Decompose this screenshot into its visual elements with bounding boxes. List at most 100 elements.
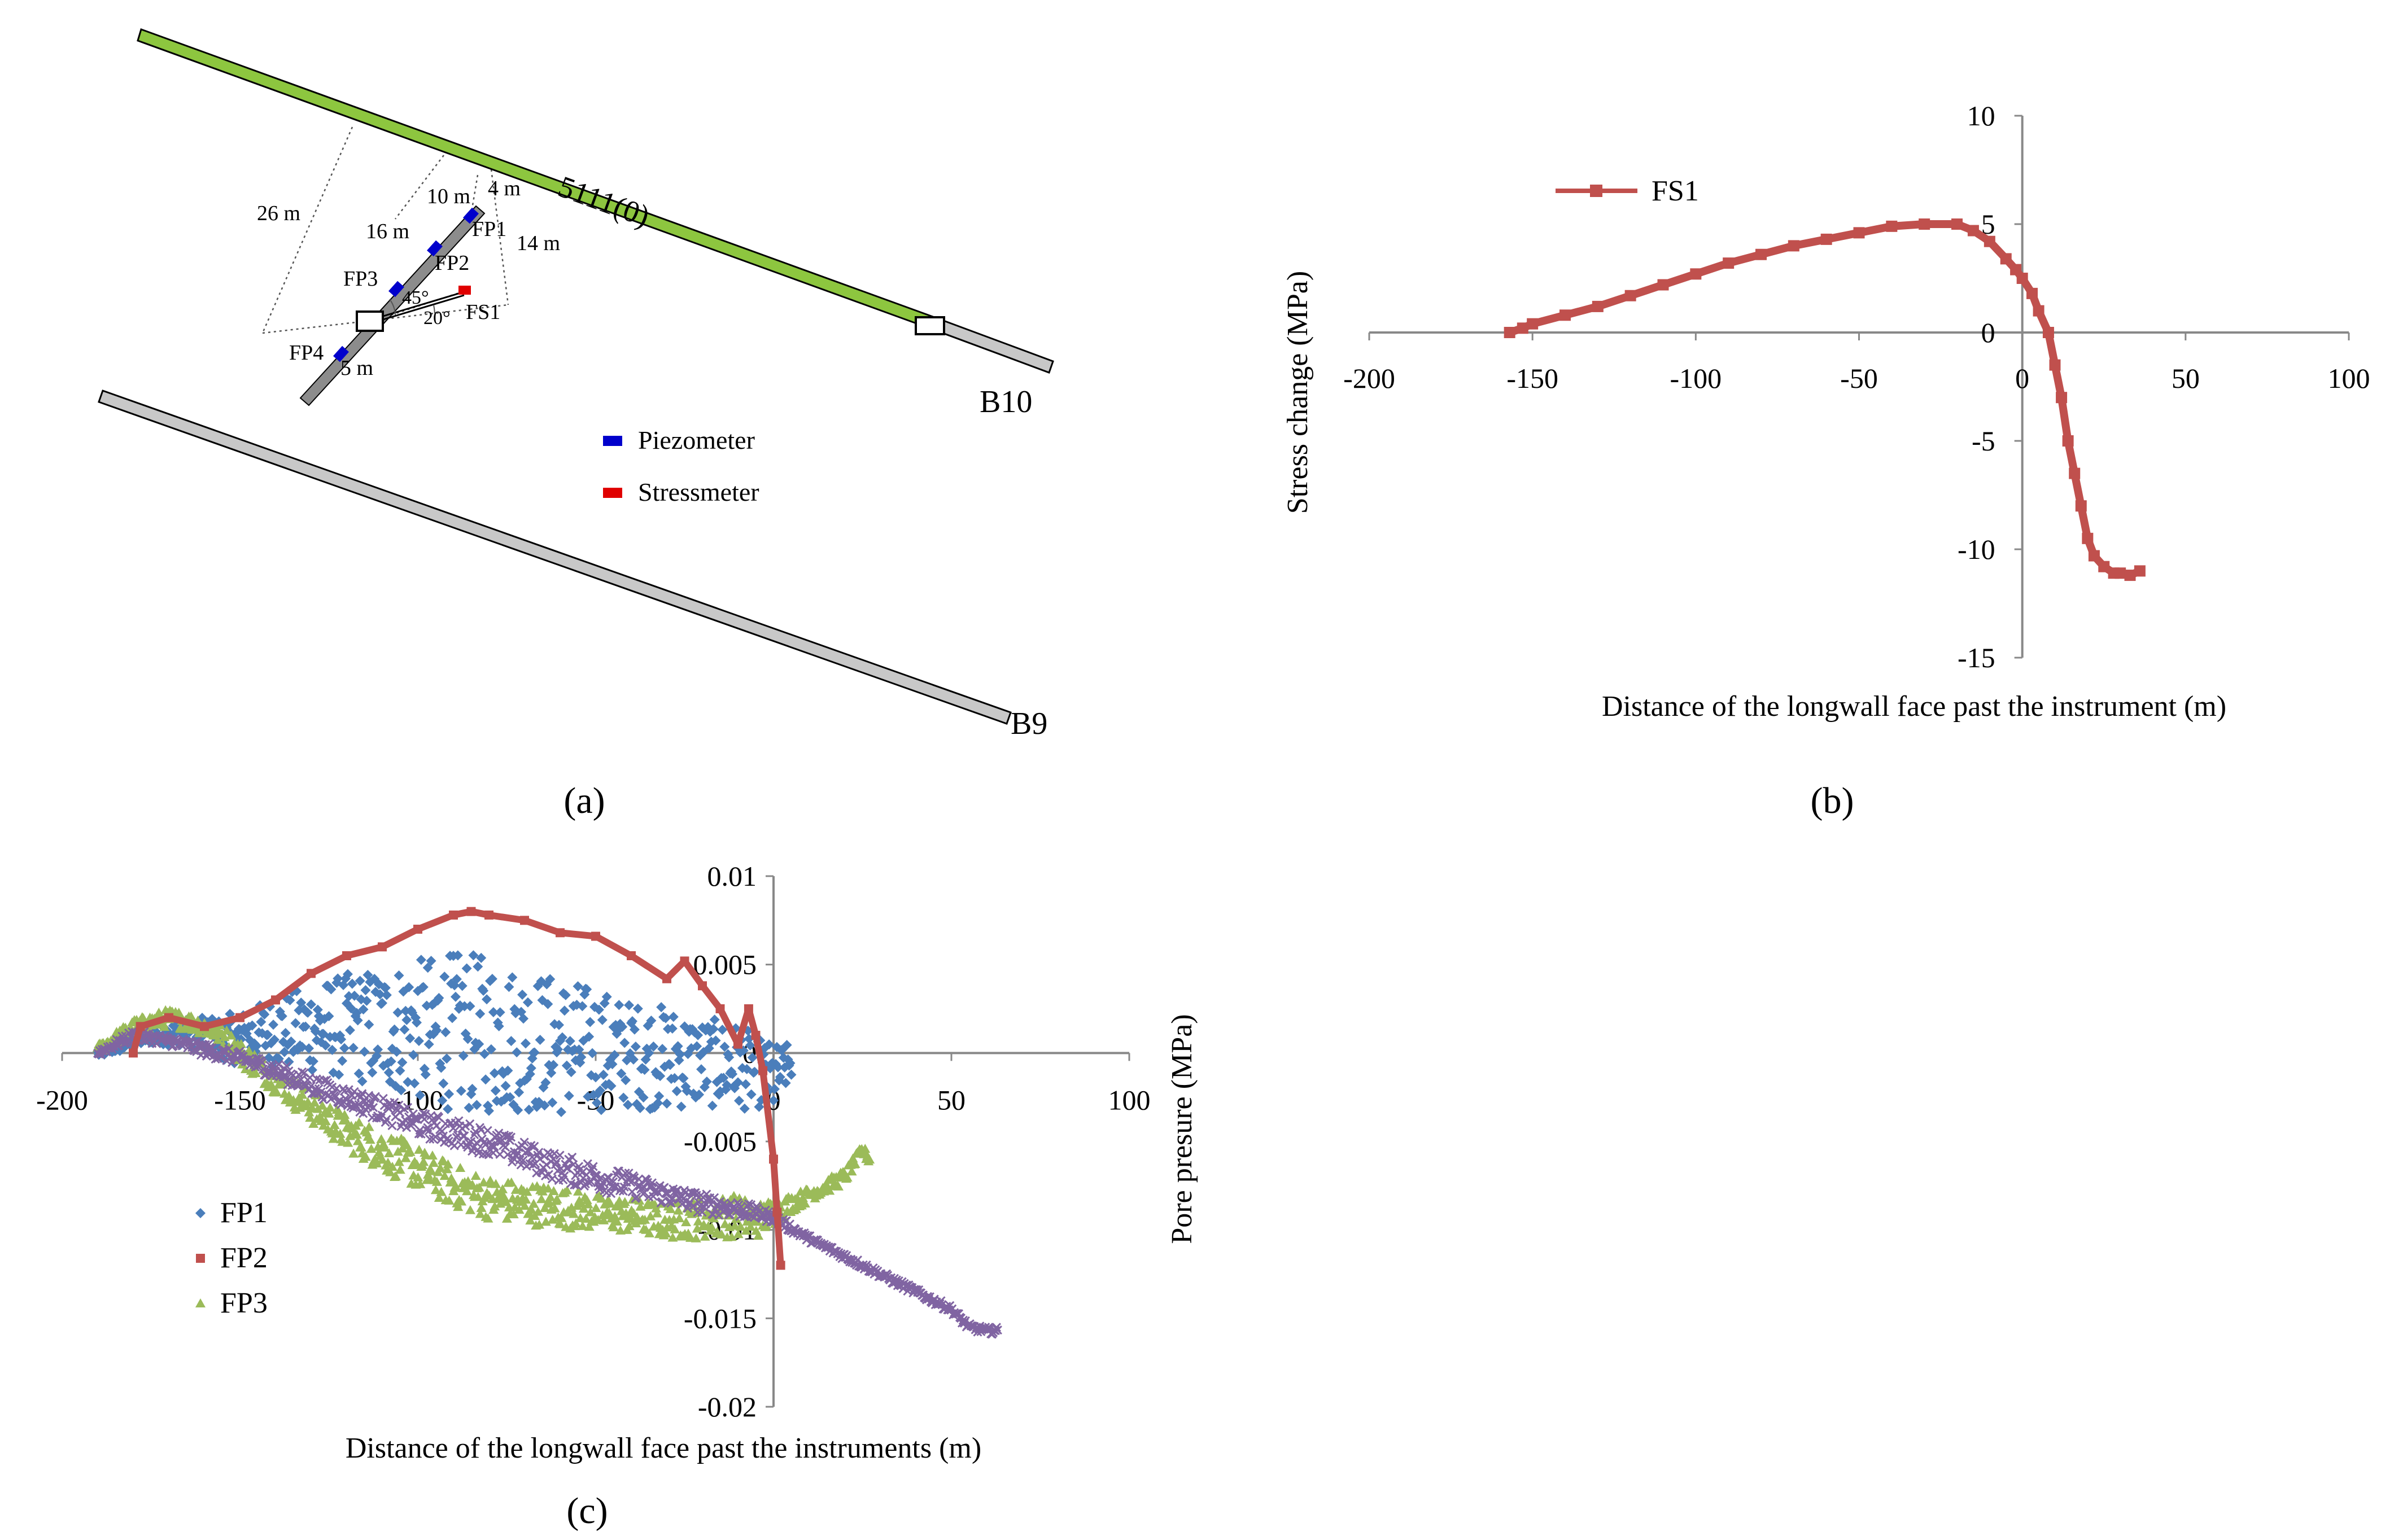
series-fp2-marker xyxy=(758,1066,768,1075)
series-fp3-marker xyxy=(674,1213,685,1223)
series-fp3-marker xyxy=(427,1150,438,1160)
series-fp2-marker xyxy=(271,995,280,1005)
series-fs1-marker xyxy=(1517,322,1528,334)
series-fp2-marker xyxy=(627,951,636,960)
series-fp4-marker xyxy=(530,1141,539,1151)
series-fp3-marker xyxy=(430,1185,441,1195)
series-fp4-marker xyxy=(448,1123,458,1133)
series-fp1-marker xyxy=(710,1035,721,1046)
series-fp1-marker xyxy=(786,1069,797,1080)
series-fp4-marker xyxy=(569,1160,578,1170)
series-fp3-marker xyxy=(328,1134,339,1143)
series-fp1-marker xyxy=(667,1023,678,1034)
seam-label: 5111(0) xyxy=(554,169,654,233)
series-fp1-marker xyxy=(373,1044,383,1055)
series-fp3-marker xyxy=(745,1222,756,1231)
series-fp3-marker xyxy=(352,1136,363,1145)
series-fp1-marker xyxy=(269,1034,280,1045)
legend-fs1-label: FS1 xyxy=(1652,175,1699,207)
series-fp1-marker xyxy=(436,1062,447,1073)
series-fp1-marker xyxy=(386,1056,396,1067)
series-fp1-marker xyxy=(709,1014,720,1025)
series-fp1-marker xyxy=(749,1066,760,1077)
series-fp1-marker xyxy=(484,1105,494,1116)
series-fp1-marker xyxy=(662,1098,672,1109)
series-fp2-marker xyxy=(307,969,316,978)
series-fp1-marker xyxy=(565,1036,575,1047)
series-fp1-marker xyxy=(431,1025,442,1036)
series-fp4-marker xyxy=(483,1126,492,1135)
angle-label-45: 45° xyxy=(402,287,429,308)
series-fp3-marker xyxy=(351,1130,362,1139)
series-fp1-marker xyxy=(669,1073,680,1083)
series-fp1-marker xyxy=(359,1047,370,1057)
series-fp1-marker xyxy=(391,1047,402,1057)
series-fp2-marker xyxy=(715,1004,725,1013)
series-fp3-marker xyxy=(401,1140,412,1149)
series-fp1-marker xyxy=(596,1105,606,1115)
legend-stressmeter-label: Stressmeter xyxy=(638,478,759,506)
series-fp3-marker xyxy=(353,1117,364,1127)
series-fp1-marker xyxy=(442,1053,452,1064)
x-tick-label: 100 xyxy=(1108,1084,1151,1115)
series-fp1-marker xyxy=(574,1044,584,1055)
series-fp4-marker xyxy=(494,1128,504,1138)
series-fp3-marker xyxy=(456,1196,467,1206)
series-fp3-marker xyxy=(672,1198,683,1208)
series-fp4-marker xyxy=(359,1109,368,1118)
series-fp3-marker xyxy=(526,1204,537,1214)
series-fp1-marker xyxy=(708,1023,719,1034)
series-fs1-marker xyxy=(2098,561,2110,572)
series-fp4-marker xyxy=(673,1185,683,1195)
series-fp1-marker xyxy=(457,981,468,991)
series-fp1-marker xyxy=(439,972,450,982)
series-fs1-marker xyxy=(1624,290,1636,301)
legend-piezometer-swatch xyxy=(603,436,622,446)
series-fp3-marker xyxy=(552,1194,562,1204)
series-fp1-marker xyxy=(672,1041,683,1052)
series-fp1-marker xyxy=(585,1017,596,1027)
series-fp1-marker xyxy=(426,956,436,966)
series-fp4-marker xyxy=(281,1072,290,1082)
series-fp3-marker xyxy=(693,1216,704,1226)
series-fs1-marker xyxy=(1984,235,1995,247)
series-fp1-marker xyxy=(440,1027,451,1038)
series-fp4-marker xyxy=(552,1157,561,1167)
series-fp1-marker xyxy=(745,1040,755,1051)
series-fp1-marker xyxy=(480,1074,491,1085)
series-fp1-marker xyxy=(628,1054,639,1065)
series-fp1-marker xyxy=(505,1092,516,1102)
stressmeter-hole-edge xyxy=(368,294,465,325)
series-fp2-marker xyxy=(200,1022,209,1031)
series-fp1-marker xyxy=(692,1041,702,1052)
series-fp3-marker xyxy=(226,1030,237,1040)
series-fp3-marker xyxy=(585,1207,596,1217)
series-fp1-marker xyxy=(259,1009,270,1020)
series-fs1-marker xyxy=(1951,218,1963,230)
series-fp3-marker xyxy=(571,1218,582,1228)
series-fp4-marker xyxy=(567,1152,577,1162)
series-fp1-marker xyxy=(423,1039,434,1049)
series-fp4-marker xyxy=(547,1174,557,1184)
series-fp1-marker xyxy=(381,990,392,1000)
series-fp3-marker xyxy=(426,1166,436,1175)
series-fp1-marker xyxy=(576,1052,587,1062)
series-fp1-marker xyxy=(582,984,592,995)
series-fp1-marker xyxy=(351,1008,362,1018)
series-fs1-marker xyxy=(2016,273,2028,284)
series-fp3-marker xyxy=(491,1179,501,1188)
series-fp3-marker xyxy=(514,1205,525,1214)
series-fp3-marker xyxy=(439,1171,450,1180)
legend-fp1-marker xyxy=(195,1208,206,1218)
series-fp2-marker xyxy=(662,974,671,983)
roadway-b9 xyxy=(98,390,1012,725)
series-fp1-marker xyxy=(256,1017,267,1027)
series-fp3-marker xyxy=(236,1039,247,1048)
series-fp3-marker xyxy=(609,1222,619,1232)
series-fp3-marker xyxy=(390,1171,401,1180)
dim-label-5m: 5 m xyxy=(340,356,373,380)
series-fp1-marker xyxy=(482,994,492,1005)
series-fp1-marker xyxy=(514,1087,525,1098)
series-fp1-marker xyxy=(353,1068,364,1079)
series-fp3-marker xyxy=(497,1184,508,1193)
